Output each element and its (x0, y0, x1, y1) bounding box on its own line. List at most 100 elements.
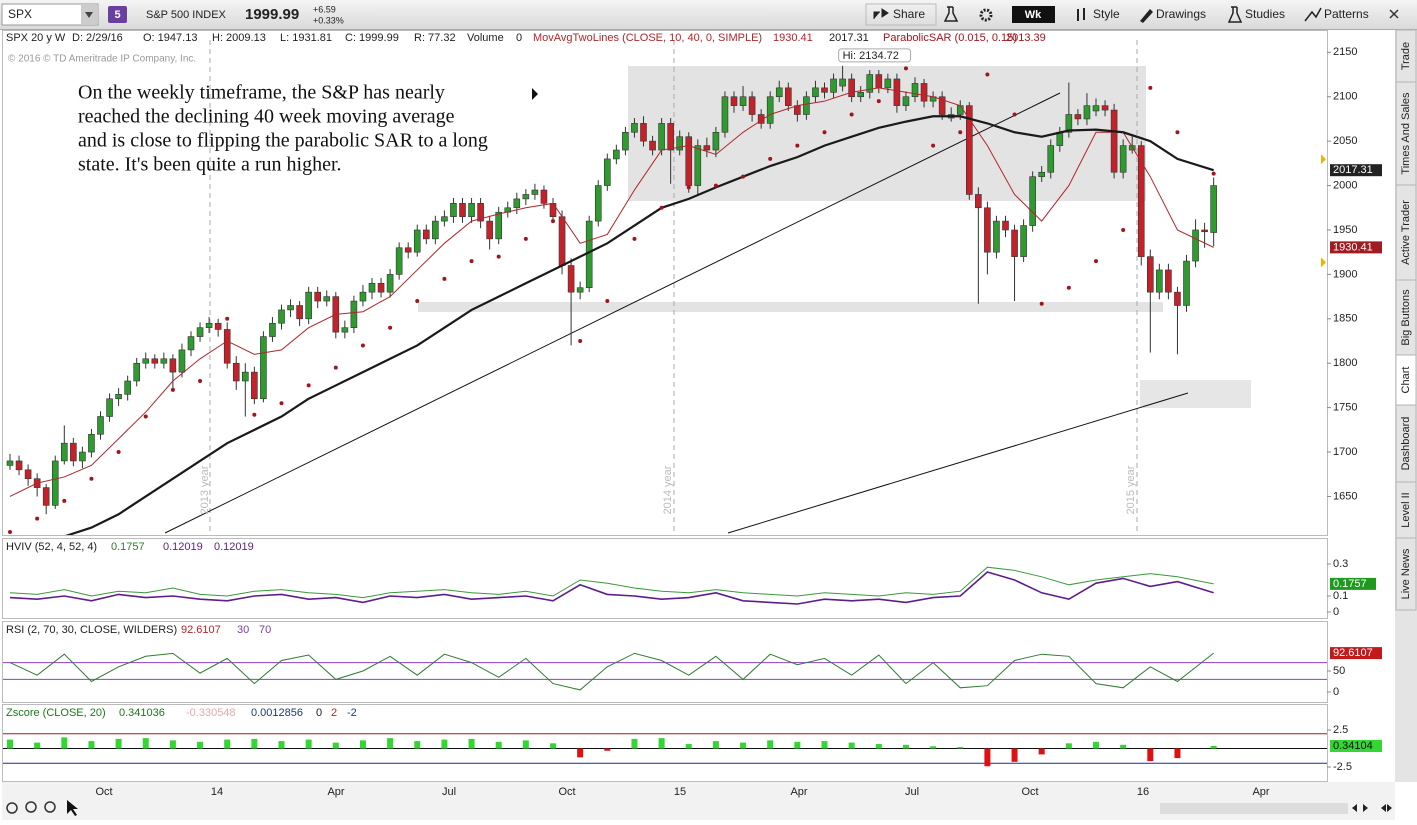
z-bar (1038, 748, 1045, 755)
y-tick-label: 1900 (1333, 268, 1357, 280)
candle-body (1011, 229, 1018, 257)
style-icon[interactable] (1077, 8, 1085, 21)
share-button[interactable] (865, 3, 937, 26)
candle-body (848, 78, 855, 98)
period-label: Wk (1025, 9, 1042, 21)
z-bar (34, 742, 41, 749)
candle-body (97, 416, 104, 435)
sar-dot (985, 72, 990, 77)
trend-line (727, 392, 1189, 534)
candle-body (214, 322, 222, 330)
sar-dot (143, 414, 148, 419)
candle-body (413, 229, 421, 253)
ma10-badge (1330, 241, 1382, 254)
dropdown-arrow (85, 12, 93, 18)
copyright: © 2016 © TD Ameritrade IP Company, Inc. (8, 54, 196, 65)
z-bar (875, 744, 882, 749)
y-tick-label: 2050 (1333, 135, 1357, 147)
last-price: 1999.99 (245, 6, 299, 23)
patterns-icon[interactable] (1304, 7, 1322, 22)
candle-body (106, 398, 113, 417)
candle-body (658, 123, 665, 151)
candle-body (1165, 269, 1172, 293)
candle-body (296, 305, 303, 320)
drawings-label: Drawings (1156, 7, 1206, 21)
sar-dot (876, 99, 881, 104)
sar-dot (35, 516, 40, 521)
studies-icon[interactable] (1227, 6, 1243, 23)
z-bar (1120, 744, 1127, 749)
candle-body (884, 78, 892, 89)
candle-body (685, 136, 693, 186)
candle-body (368, 282, 376, 293)
candle-body (142, 358, 150, 364)
sar-study: ParabolicSAR (0.015, 0.15) (883, 32, 1017, 44)
z-bar (577, 748, 584, 758)
iv-line (9, 571, 1214, 605)
z-bar (930, 746, 937, 749)
candle-body (269, 322, 276, 337)
sar-dot (713, 183, 718, 188)
pct-change: +0.33% (313, 15, 344, 25)
sar-dot (388, 325, 393, 330)
candle-body (748, 96, 756, 115)
candle-body (703, 145, 711, 151)
sar-dot (849, 112, 854, 117)
zoom-out[interactable] (44, 801, 56, 813)
z-bar (387, 738, 394, 749)
zoom-reset[interactable] (6, 802, 18, 814)
drawings-icon[interactable] (1140, 9, 1153, 23)
candle-body (24, 469, 32, 480)
z-bar (1011, 748, 1018, 762)
z-bar (115, 738, 122, 749)
lab-icon[interactable] (943, 6, 959, 22)
hv-value: 0.1757 (111, 541, 145, 553)
candle-body (803, 96, 810, 115)
candle-body (857, 91, 865, 98)
z-value-2: -0.330548 (186, 707, 236, 719)
x-tick-label: Apr (1252, 786, 1269, 798)
hviv-study: HVIV (52, 4, 52, 4) (6, 541, 97, 553)
candle-body (902, 96, 910, 106)
candle-body (169, 358, 177, 373)
z-bar (685, 744, 692, 749)
pointer-tool[interactable] (67, 800, 78, 816)
studies-label: Studies (1245, 7, 1285, 21)
rsi-oversold: 30 (237, 624, 249, 636)
settings-icon[interactable] (979, 8, 993, 22)
candle-body (151, 358, 159, 364)
link-badge[interactable] (108, 6, 127, 23)
candle-body (377, 282, 385, 293)
scroll-arrows[interactable] (1352, 804, 1392, 812)
z-tick-label: 2.5 (1333, 724, 1348, 736)
period-button[interactable] (1012, 6, 1055, 23)
candle-body (984, 207, 991, 253)
z-bar (631, 738, 638, 749)
sar-dot (306, 383, 311, 388)
candle-body (567, 265, 575, 293)
candle-body (1183, 260, 1190, 306)
candle-body (1210, 185, 1217, 233)
close-icon[interactable] (1389, 9, 1399, 19)
side-tab[interactable] (1395, 537, 1417, 611)
z-bar (984, 748, 991, 767)
annotation-line: On the weekly timeframe, the S&P has nea… (78, 82, 445, 104)
z-bar (197, 741, 204, 749)
sar-dot (89, 476, 94, 481)
ma40-value: 2017.31 (829, 32, 869, 44)
candle-body (495, 211, 503, 240)
candle-body (1201, 229, 1208, 233)
candle-body (938, 96, 946, 115)
z-bar (658, 738, 665, 749)
candle-body (956, 105, 964, 115)
scrollbar[interactable] (1160, 803, 1348, 814)
y-tick-label: 2000 (1333, 179, 1357, 191)
candle-body (649, 140, 656, 151)
zoom-in[interactable] (25, 801, 37, 813)
header-range: R: 77.32 (414, 32, 456, 44)
candle-body (766, 96, 774, 124)
symbol-input[interactable] (1, 3, 99, 26)
candle-body (432, 220, 439, 240)
sar-dot (768, 156, 773, 161)
sar-dot (225, 316, 230, 321)
